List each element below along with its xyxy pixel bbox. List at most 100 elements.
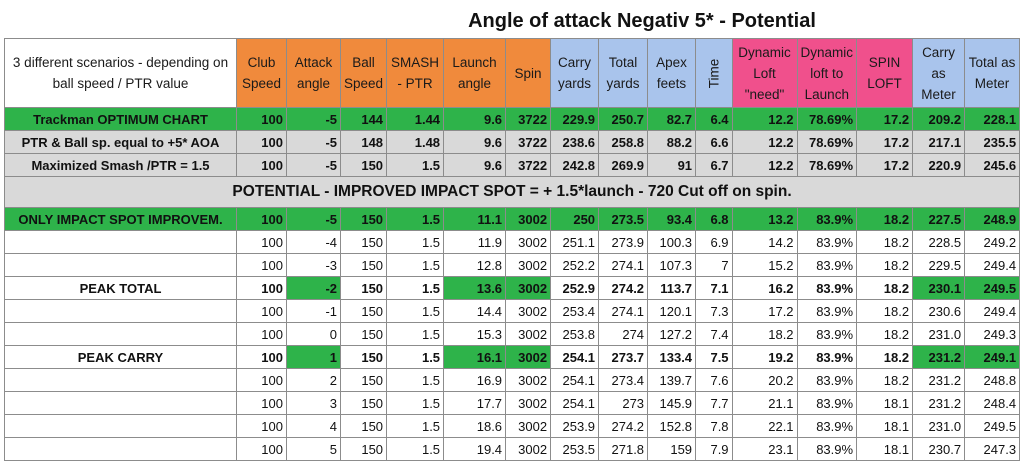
value-cell: 83.9% xyxy=(796,391,858,415)
value-cell: 249.3 xyxy=(964,322,1021,346)
value-cell: 4 xyxy=(286,414,341,438)
value-cell: 6.8 xyxy=(695,207,733,231)
value-cell: 18.1 xyxy=(856,391,914,415)
table-row: Trackman OPTIMUM CHART 100 -5 144 1.44 9.6 372… xyxy=(4,107,1021,131)
value-cell: 9.6 xyxy=(443,107,507,131)
value-cell: 100 xyxy=(236,391,287,415)
value-cell: 258.8 xyxy=(598,130,649,154)
value-cell: 150 xyxy=(339,299,388,323)
value-cell: 235.5 xyxy=(964,130,1021,154)
value-cell: 145.9 xyxy=(647,391,697,415)
value-cell: 17.2 xyxy=(856,107,914,131)
value-cell: 5 xyxy=(286,437,341,461)
value-cell: 247.3 xyxy=(964,437,1021,461)
row-label xyxy=(4,437,237,461)
value-cell: 253.4 xyxy=(550,299,600,323)
value-cell: 1.48 xyxy=(386,130,445,154)
value-cell: 6.9 xyxy=(695,230,733,254)
value-cell: 274.2 xyxy=(598,276,649,300)
value-cell: 150 xyxy=(339,230,388,254)
value-cell: 83.9% xyxy=(796,345,858,369)
value-cell: 7.5 xyxy=(695,345,733,369)
table-row: 100 2 150 1.5 16.9 3002 254.1 273.4 139.7 7.6 20.2… xyxy=(4,368,1021,392)
value-cell: 19.4 xyxy=(443,437,507,461)
value-cell: 252.2 xyxy=(550,253,600,277)
value-cell: 82.7 xyxy=(647,107,697,131)
value-cell: 14.2 xyxy=(731,230,798,254)
value-cell: 150 xyxy=(339,345,388,369)
spreadsheet: Angle of attack Negativ 5* - Potential 3… xyxy=(3,10,1021,461)
value-cell: 1.5 xyxy=(386,345,445,369)
value-cell: 18.2 xyxy=(856,368,914,392)
value-cell: 100 xyxy=(236,299,287,323)
value-cell: 14.4 xyxy=(443,299,507,323)
value-cell: 100 xyxy=(236,276,287,300)
value-cell: 11.9 xyxy=(443,230,507,254)
value-cell: 100 xyxy=(236,130,287,154)
value-cell: 228.5 xyxy=(912,230,966,254)
value-cell: 12.2 xyxy=(731,153,798,177)
value-cell: 150 xyxy=(339,322,388,346)
col-header: Carry yards xyxy=(550,38,600,108)
value-cell: 83.9% xyxy=(796,437,858,461)
value-cell: 18.2 xyxy=(856,345,914,369)
value-cell: 248.4 xyxy=(964,391,1021,415)
value-cell: 273.4 xyxy=(598,368,649,392)
value-cell: 253.8 xyxy=(550,322,600,346)
sheet-title: Angle of attack Negativ 5* - Potential xyxy=(468,10,816,32)
value-cell: 245.6 xyxy=(964,153,1021,177)
value-cell: 100 xyxy=(236,322,287,346)
value-cell: 273.5 xyxy=(598,207,649,231)
value-cell: 100 xyxy=(236,437,287,461)
value-cell: 9.6 xyxy=(443,153,507,177)
value-cell: 83.9% xyxy=(796,368,858,392)
value-cell: 254.1 xyxy=(550,345,600,369)
value-cell: -2 xyxy=(286,276,341,300)
value-cell: 220.9 xyxy=(912,153,966,177)
value-cell: 83.9% xyxy=(796,276,858,300)
value-cell: 13.6 xyxy=(443,276,507,300)
value-cell: 3002 xyxy=(505,253,552,277)
value-cell: 150 xyxy=(339,368,388,392)
value-cell: 6.6 xyxy=(695,130,733,154)
value-cell: 217.1 xyxy=(912,130,966,154)
value-cell: 18.2 xyxy=(856,276,914,300)
value-cell: 3002 xyxy=(505,322,552,346)
value-cell: 150 xyxy=(339,153,388,177)
value-cell: 15.2 xyxy=(731,253,798,277)
value-cell: 228.1 xyxy=(964,107,1021,131)
table-row: PTR & Ball sp. equal to +5* AOA 100 -5 148 1… xyxy=(4,130,1021,154)
value-cell: 1.5 xyxy=(386,299,445,323)
value-cell: 12.2 xyxy=(731,130,798,154)
value-cell: 93.4 xyxy=(647,207,697,231)
value-cell: 120.1 xyxy=(647,299,697,323)
value-cell: 231.0 xyxy=(912,322,966,346)
value-cell: 18.2 xyxy=(731,322,798,346)
value-cell: 15.3 xyxy=(443,322,507,346)
value-cell: 273.9 xyxy=(598,230,649,254)
col-header: Total yards xyxy=(598,38,649,108)
col-header: Dynamic Loft "need" xyxy=(731,38,798,108)
value-cell: 3722 xyxy=(505,153,552,177)
value-cell: 152.8 xyxy=(647,414,697,438)
row-label xyxy=(4,230,237,254)
value-cell: 148 xyxy=(339,130,388,154)
value-cell: 3002 xyxy=(505,391,552,415)
row-label xyxy=(4,322,237,346)
value-cell: 7.1 xyxy=(695,276,733,300)
value-cell: 17.2 xyxy=(856,153,914,177)
value-cell: 100 xyxy=(236,207,287,231)
value-cell: 274.1 xyxy=(598,299,649,323)
value-cell: 3002 xyxy=(505,345,552,369)
value-cell: 133.4 xyxy=(647,345,697,369)
value-cell: 100 xyxy=(236,230,287,254)
value-cell: 253.5 xyxy=(550,437,600,461)
value-cell: 18.2 xyxy=(856,207,914,231)
value-cell: 230.1 xyxy=(912,276,966,300)
value-cell: 78.69% xyxy=(796,130,858,154)
table-row: 100 5 150 1.5 19.4 3002 253.5 271.8 159 7.9 23.1 83… xyxy=(4,437,1021,461)
value-cell: 0 xyxy=(286,322,341,346)
value-cell: 248.8 xyxy=(964,368,1021,392)
value-cell: 83.9% xyxy=(796,253,858,277)
value-cell: 3002 xyxy=(505,207,552,231)
